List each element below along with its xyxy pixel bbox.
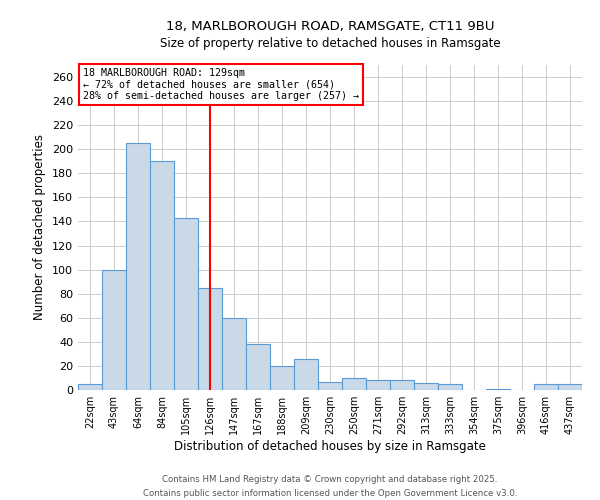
Bar [414,383,438,390]
Bar [294,358,318,390]
Text: 18 MARLBOROUGH ROAD: 129sqm
← 72% of detached houses are smaller (654)
28% of se: 18 MARLBOROUGH ROAD: 129sqm ← 72% of det… [83,68,359,102]
Bar [246,344,270,390]
Bar [102,270,126,390]
Bar [78,384,102,390]
Bar [318,382,342,390]
Text: Contains HM Land Registry data © Crown copyright and database right 2025.
Contai: Contains HM Land Registry data © Crown c… [143,476,517,498]
Bar [534,384,558,390]
Text: Size of property relative to detached houses in Ramsgate: Size of property relative to detached ho… [160,38,500,51]
Text: 18, MARLBOROUGH ROAD, RAMSGATE, CT11 9BU: 18, MARLBOROUGH ROAD, RAMSGATE, CT11 9BU [166,20,494,33]
Bar [342,378,366,390]
Bar [270,366,294,390]
Bar [366,380,390,390]
Bar [150,162,174,390]
Bar [174,218,198,390]
Bar [198,288,222,390]
Bar [222,318,246,390]
Y-axis label: Number of detached properties: Number of detached properties [34,134,46,320]
X-axis label: Distribution of detached houses by size in Ramsgate: Distribution of detached houses by size … [174,440,486,453]
Bar [438,384,462,390]
Bar [390,380,414,390]
Bar [486,389,510,390]
Bar [558,384,582,390]
Bar [126,143,150,390]
